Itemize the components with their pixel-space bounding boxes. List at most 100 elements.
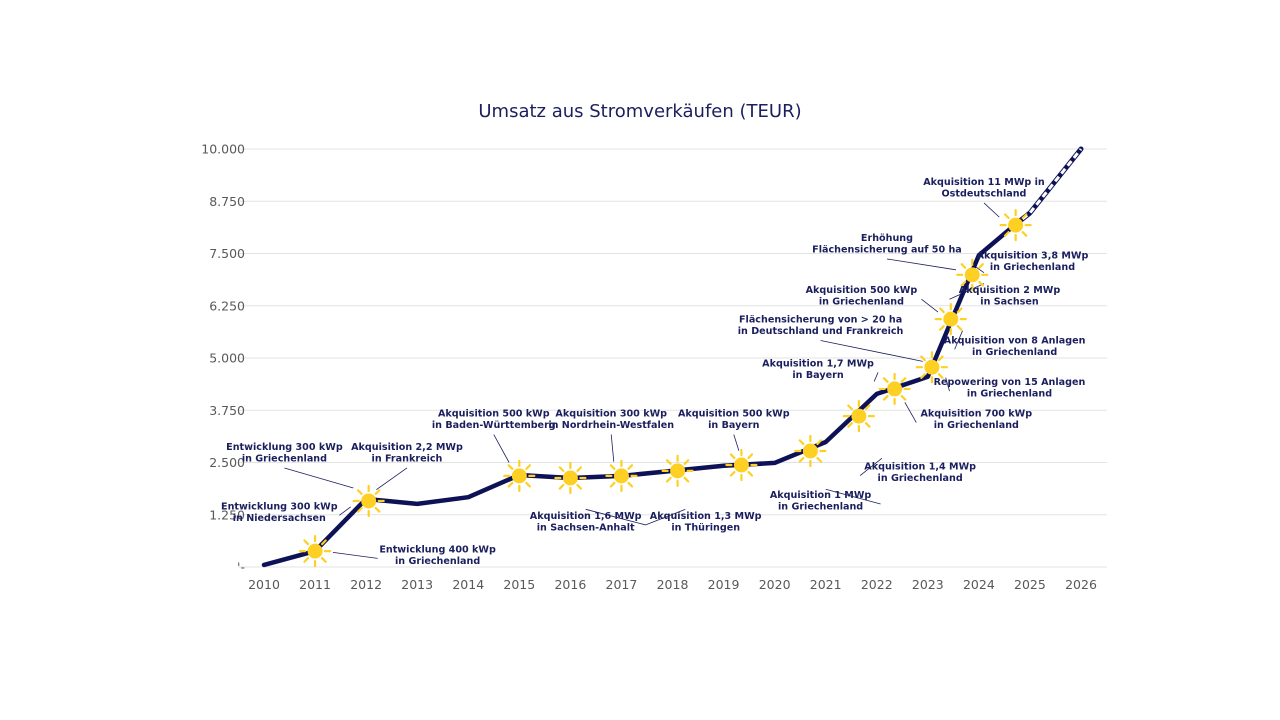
- revenue-line: [261, 222, 1017, 568]
- y-tick-label: 2.500: [209, 455, 245, 470]
- forecast-line: [1013, 148, 1083, 227]
- y-tick-label: 6.250: [209, 298, 245, 313]
- annotation-leader: [954, 330, 963, 350]
- annotation-line: Flächensicherung auf 50 ha: [812, 244, 962, 255]
- x-tick-label: 2014: [452, 577, 484, 592]
- x-tick-label: 2025: [1014, 577, 1046, 592]
- x-tick-label: 2018: [657, 577, 689, 592]
- gridlines: [238, 148, 1107, 568]
- x-tick-label: 2015: [503, 577, 535, 592]
- annotation-leader: [493, 434, 510, 463]
- sun-icon: [503, 459, 536, 492]
- annotation-line: in Griechenland: [990, 262, 1075, 273]
- annotation-label: Akquisition 500 kWp in Baden-Württemberg: [432, 409, 556, 432]
- annotation-line: in Niedersachsen: [233, 513, 326, 524]
- x-tick-label: 2010: [248, 577, 280, 592]
- annotation-line: Erhöhung: [861, 233, 913, 244]
- sun-icon: [554, 461, 587, 495]
- x-tick-label: 2012: [350, 577, 382, 592]
- sun-icon: [605, 459, 638, 492]
- annotation-label: Akquisition 300 kWp in Nordrhein-Westfale…: [548, 409, 674, 432]
- annotation-label: Akquisition 1 MWp in Griechenland: [770, 490, 872, 513]
- annotation-line: in Sachsen: [980, 297, 1039, 308]
- annotation-leader: [904, 402, 917, 423]
- x-tick-label: 2020: [759, 577, 791, 592]
- sun-icon: [878, 372, 911, 406]
- annotation-line: Akquisition 1 MWp: [770, 490, 872, 501]
- annotation-line: in Deutschland und Frankreich: [738, 326, 904, 337]
- annotation-line: Akquisition 500 kWp: [438, 409, 550, 420]
- annotation-leader: [339, 506, 352, 516]
- annotation-line: in Nordrhein-Westfalen: [548, 420, 674, 431]
- annotation-line: in Bayern: [708, 420, 759, 431]
- annotation-line: Akquisition 1,4 MWp: [864, 462, 976, 473]
- annotation-label: Entwicklung 400 kWp in Griechenland: [379, 544, 496, 567]
- annotation-line: Akquisition 3,8 MWp: [977, 251, 1089, 262]
- annotation-line: in Bayern: [792, 370, 843, 381]
- annotation-line: Ostdeutschland: [942, 188, 1027, 199]
- x-tick-label: 2022: [861, 577, 893, 592]
- sun-icon: [352, 484, 385, 518]
- annotation-leader: [859, 458, 883, 476]
- x-tick-label: 2019: [708, 577, 740, 592]
- annotation-leader: [886, 258, 956, 271]
- x-axis-ticks: 2010 2011 2012 2013 2014 2015 2016 2017 2018 2019…: [248, 577, 1097, 592]
- y-axis-ticks: '- 1.250 2.500 3.750 5.000 6.250 7.500 8.750 10.…: [201, 142, 245, 575]
- annotation-line: in Griechenland: [819, 297, 904, 308]
- annotation-label: Erhöhung Flächensicherung auf 50 ha: [812, 233, 962, 256]
- annotation-line: Akquisition 500 kWp: [678, 409, 790, 420]
- annotation-line: in Baden-Württemberg: [432, 420, 556, 431]
- y-tick-label: 8.750: [209, 194, 245, 209]
- x-tick-label: 2011: [299, 577, 331, 592]
- annotation-line: in Griechenland: [395, 556, 480, 567]
- annotation-labels: Entwicklung 400 kWp in Griechenland Entwic…: [221, 177, 1088, 567]
- annotation-leader: [983, 202, 1000, 218]
- annotation-line: in Griechenland: [934, 420, 1019, 431]
- annotation-label: Entwicklung 300 kWp in Niedersachsen: [221, 501, 338, 524]
- sun-icon: [661, 454, 694, 487]
- x-tick-label: 2026: [1065, 577, 1097, 592]
- annotation-label: Flächensicherung von > 20 ha in Deutschla…: [738, 314, 904, 337]
- annotation-leader: [585, 508, 646, 526]
- annotation-leader: [945, 377, 950, 392]
- annotation-leader: [921, 298, 939, 313]
- x-tick-label: 2023: [912, 577, 944, 592]
- sun-icon: [298, 535, 332, 568]
- sun-icon: [999, 208, 1032, 242]
- annotation-line: Akquisition 700 kWp: [921, 409, 1033, 420]
- annotation-line: in Griechenland: [242, 453, 327, 464]
- y-tick-label: 1.250: [209, 507, 245, 522]
- annotation-label: Akquisition 700 kWp in Griechenland: [921, 409, 1033, 432]
- annotation-label: Entwicklung 300 kWp in Griechenland: [226, 442, 343, 465]
- sun-icon: [725, 448, 758, 482]
- annotation-leader: [820, 340, 923, 362]
- annotation-line: in Griechenland: [878, 473, 963, 484]
- annotation-leader: [733, 434, 740, 451]
- annotation-line: in Griechenland: [972, 347, 1057, 358]
- annotation-label: Akquisition 2,2 MWp in Frankreich: [351, 442, 463, 465]
- annotation-leader: [332, 551, 378, 559]
- x-tick-label: 2013: [401, 577, 433, 592]
- annotation-line: Repowering von 15 Anlagen: [934, 377, 1086, 388]
- y-tick-label: 3.750: [209, 403, 245, 418]
- annotation-label: Akquisition 500 kWp in Griechenland: [806, 285, 918, 308]
- y-tick-label: 10.000: [201, 142, 245, 157]
- x-tick-label: 2024: [963, 577, 995, 592]
- annotation-line: Akquisition 2,2 MWp: [351, 442, 463, 453]
- annotation-leader: [825, 488, 881, 505]
- annotation-line: Akquisition 500 kWp: [806, 285, 918, 296]
- annotation-label: Repowering von 15 Anlagen in Griechenland: [934, 377, 1086, 400]
- annotation-leader: [873, 372, 879, 382]
- annotation-label: Akquisition 1,7 MWp in Bayern: [762, 358, 874, 381]
- annotation-line: Flächensicherung von > 20 ha: [739, 314, 902, 325]
- annotation-line: in Griechenland: [967, 389, 1052, 400]
- x-tick-label: 2016: [554, 577, 586, 592]
- annotation-line: in Griechenland: [778, 502, 863, 513]
- annotation-leader: [645, 508, 686, 526]
- sun-icon: [956, 258, 989, 291]
- annotation-leader: [284, 467, 354, 489]
- annotation-line: Akquisition 11 MWp in: [923, 177, 1045, 188]
- annotation-line: Akquisition 300 kWp: [555, 409, 667, 420]
- sun-icon: [794, 434, 827, 468]
